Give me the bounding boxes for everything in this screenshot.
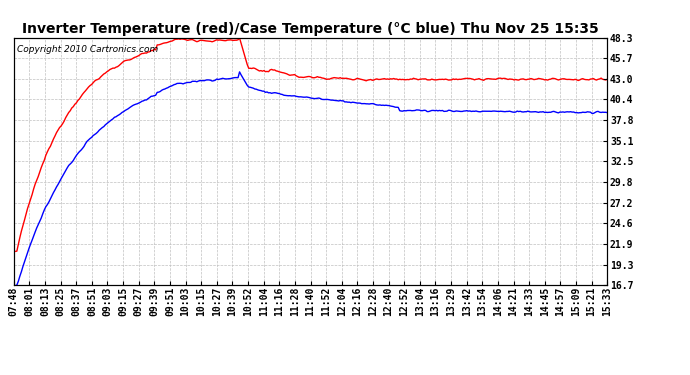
Text: Copyright 2010 Cartronics.com: Copyright 2010 Cartronics.com — [17, 45, 158, 54]
Title: Inverter Temperature (red)/Case Temperature (°C blue) Thu Nov 25 15:35: Inverter Temperature (red)/Case Temperat… — [22, 22, 599, 36]
